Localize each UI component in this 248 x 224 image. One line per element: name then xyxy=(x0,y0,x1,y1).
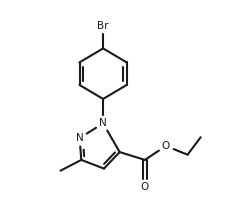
Text: N: N xyxy=(99,118,107,128)
Text: Br: Br xyxy=(97,21,109,31)
Text: O: O xyxy=(162,141,170,151)
Text: O: O xyxy=(141,182,149,192)
Text: N: N xyxy=(76,133,84,143)
